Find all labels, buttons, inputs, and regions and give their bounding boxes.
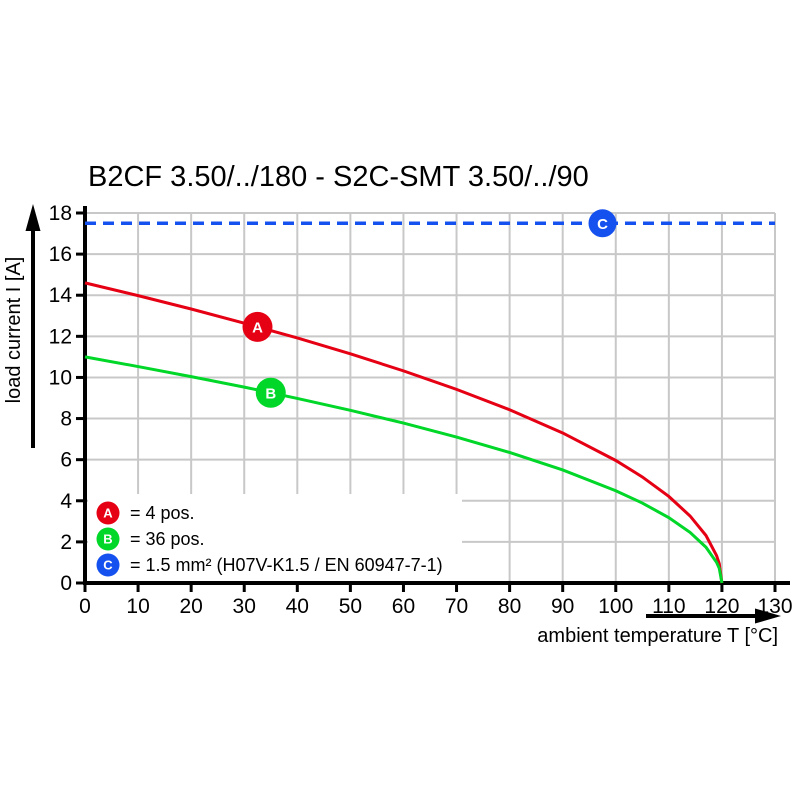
legend-marker-c-letter: C [103,558,113,573]
x-tick-label: 110 [652,595,685,618]
y-axis-label: load current I [A] [3,257,25,404]
marker-c-letter: C [597,216,608,233]
y-tick-label: 0 [60,572,72,595]
legend-background [88,494,462,582]
y-tick-label: 8 [60,408,72,431]
x-tick-label: 0 [79,595,91,618]
y-tick-label: 2 [60,531,72,554]
y-tick-label: 4 [60,490,72,513]
y-tick-label: 16 [49,243,72,266]
y-tick-label: 12 [49,325,72,348]
curve-b [84,355,724,584]
legend-label-a: = 4 pos. [130,503,195,523]
x-tick-label: 70 [445,595,468,618]
legend-marker-b [96,527,120,551]
marker-b-letter: B [265,385,276,402]
x-tick-label: 120 [704,595,739,618]
y-tick-label: 14 [49,284,73,307]
legend-marker-a [96,501,120,525]
legend-label-b: = 36 pos. [130,529,205,549]
x-axis-label: ambient temperature T [°C] [537,625,778,647]
y-tick-label: 6 [60,449,72,472]
chart-title: B2CF 3.50/../180 - S2C-SMT 3.50/../90 [88,161,589,193]
x-tick-label: 90 [551,595,574,618]
x-tick-label: 50 [339,595,362,618]
plot-area: 0 10 20 30 40 50 60 70 80 90 100 110 120 130024681012… [49,202,793,618]
x-tick-label: 40 [286,595,309,618]
marker-b [255,377,286,408]
x-tick-label: 30 [233,595,256,618]
y-tick-label: 10 [49,366,72,389]
x-tick-label: 60 [392,595,415,618]
x-tick-label: 20 [179,595,202,618]
marker-c [588,209,617,238]
y-tick-label: 18 [49,202,72,225]
legend-label-c: = 1.5 mm² (H07V-K1.5 / EN 60947-7-1) [130,555,443,575]
legend-marker-a-letter: A [103,506,113,521]
x-tick-label: 80 [498,595,521,618]
marker-a-letter: A [252,319,263,336]
x-tick-label: 10 [126,595,149,618]
x-tick-label: 100 [598,595,633,618]
x-axis-arrow-icon [646,608,781,624]
legend-marker-b-letter: B [103,532,112,547]
curve-a [84,281,724,584]
marker-a [242,311,273,342]
legend-marker-c [96,553,120,577]
y-axis-arrow-icon [25,204,41,448]
